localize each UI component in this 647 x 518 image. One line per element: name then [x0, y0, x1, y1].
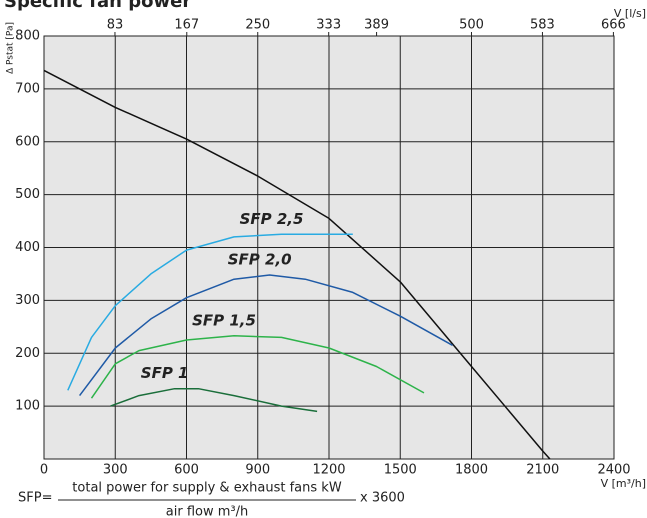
- series-label: SFP 2,5: [240, 210, 304, 228]
- series-label: SFP 1: [141, 364, 189, 382]
- x-tick-label: 1500: [384, 463, 417, 478]
- x2-tick-label: 167: [174, 18, 199, 33]
- x-tick-label: 300: [103, 463, 128, 478]
- y-tick-label: 700: [15, 81, 40, 96]
- series-label: SFP 1,5: [192, 311, 256, 329]
- x-tick-label: 900: [245, 463, 270, 478]
- formula-prefix: SFP=: [18, 491, 52, 506]
- y-tick-label: 800: [15, 29, 40, 44]
- x2-tick-label: 583: [530, 18, 555, 33]
- formula-suffix: x 3600: [360, 491, 405, 506]
- system-curve: [43, 69, 551, 460]
- x-tick-label: 2400: [597, 463, 630, 478]
- x2-tick-label: 333: [316, 18, 341, 33]
- series-label: SFP 2,0: [228, 250, 292, 268]
- formula-denominator: air flow m³/h: [166, 505, 248, 518]
- y-axis-label: Δ Pstat [Pa]: [6, 22, 16, 74]
- y-tick-label: 300: [15, 293, 40, 308]
- x2-axis-label: V [l/s]: [614, 7, 646, 20]
- x2-tick-label: 250: [245, 18, 270, 33]
- y-tick-label: 600: [15, 134, 40, 149]
- formula-numerator: total power for supply & exhaust fans kW: [72, 481, 342, 496]
- x-tick-label: 1200: [312, 463, 345, 478]
- x-tick-label: 1800: [455, 463, 488, 478]
- sfp-curve: [110, 387, 318, 413]
- x-axis-label: V [m³/h]: [601, 477, 646, 490]
- chart-title: Specific fan power: [4, 0, 191, 12]
- x-tick-label: 2100: [526, 463, 559, 478]
- x2-tick-label: 389: [364, 18, 389, 33]
- sfp-curve: [90, 335, 425, 399]
- y-tick-label: 500: [15, 187, 40, 202]
- x2-tick-label: 500: [459, 18, 484, 33]
- sfp-curve: [79, 274, 453, 397]
- sfp-curve: [67, 233, 353, 391]
- x-tick-label: 0: [40, 463, 48, 478]
- x2-tick-label: 83: [107, 18, 124, 33]
- x2-tick-label: 666: [601, 18, 626, 33]
- y-tick-label: 200: [15, 346, 40, 361]
- y-tick-label: 100: [15, 399, 40, 414]
- y-tick-label: 400: [15, 240, 40, 255]
- x-tick-label: 600: [174, 463, 199, 478]
